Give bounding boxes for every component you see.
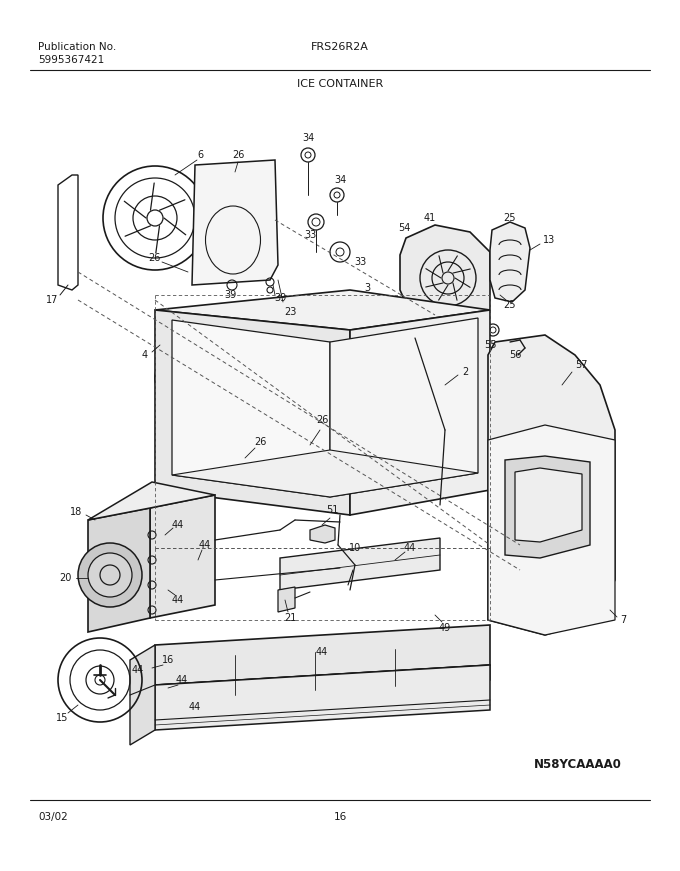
Text: 33: 33 (304, 230, 316, 240)
Text: 26: 26 (316, 415, 328, 425)
Text: 33: 33 (354, 257, 366, 267)
Text: N58YCAAAA0: N58YCAAAA0 (534, 758, 622, 771)
Text: 41: 41 (424, 213, 436, 223)
Polygon shape (155, 665, 490, 730)
Text: 34: 34 (302, 133, 314, 143)
Polygon shape (310, 525, 335, 543)
Text: 44: 44 (172, 520, 184, 530)
Text: 26: 26 (254, 437, 266, 447)
Text: 44: 44 (176, 675, 188, 685)
Text: 25: 25 (504, 300, 516, 310)
Text: 17: 17 (46, 295, 58, 305)
Text: 57: 57 (575, 360, 588, 370)
Text: 54: 54 (398, 223, 410, 233)
Text: 4: 4 (142, 350, 148, 360)
Text: 34: 34 (334, 175, 346, 185)
Polygon shape (350, 310, 490, 515)
Polygon shape (88, 508, 150, 632)
Text: 44: 44 (172, 595, 184, 605)
Text: 20: 20 (60, 573, 72, 583)
Text: 25: 25 (504, 213, 516, 223)
Text: 2: 2 (462, 367, 469, 377)
Polygon shape (280, 538, 440, 590)
Text: 26: 26 (148, 253, 160, 263)
Polygon shape (342, 548, 368, 566)
Text: 26: 26 (232, 150, 244, 160)
Polygon shape (155, 665, 490, 700)
Polygon shape (488, 335, 615, 635)
Polygon shape (172, 320, 330, 497)
Text: 03/02: 03/02 (38, 812, 68, 822)
Text: 23: 23 (284, 307, 296, 317)
Polygon shape (155, 310, 350, 515)
Text: 16: 16 (162, 655, 174, 665)
Text: 44: 44 (404, 543, 416, 553)
Text: 44: 44 (316, 647, 328, 657)
Text: 44: 44 (199, 540, 211, 550)
Text: 16: 16 (333, 812, 347, 822)
Text: ICE CONTAINER: ICE CONTAINER (297, 79, 383, 89)
Circle shape (78, 543, 142, 607)
Circle shape (88, 553, 132, 597)
Polygon shape (488, 425, 615, 635)
Polygon shape (155, 290, 490, 330)
Polygon shape (150, 495, 215, 618)
Polygon shape (490, 222, 530, 302)
Text: 39: 39 (274, 293, 286, 303)
Text: FRS26R2A: FRS26R2A (311, 42, 369, 52)
Polygon shape (172, 450, 478, 497)
Text: 51: 51 (326, 505, 338, 515)
Polygon shape (278, 587, 295, 612)
Text: 3: 3 (364, 283, 370, 293)
Polygon shape (88, 482, 215, 520)
Text: Publication No.: Publication No. (38, 42, 116, 52)
Polygon shape (505, 456, 590, 558)
Text: 7: 7 (620, 615, 626, 625)
Polygon shape (400, 225, 490, 325)
Text: 13: 13 (543, 235, 556, 245)
Polygon shape (155, 625, 490, 685)
Text: 5995367421: 5995367421 (38, 55, 104, 65)
Text: 55: 55 (483, 340, 496, 350)
Text: 44: 44 (132, 665, 144, 675)
Text: 18: 18 (70, 507, 82, 517)
Text: 15: 15 (56, 713, 68, 723)
Text: 56: 56 (509, 350, 521, 360)
Polygon shape (192, 160, 278, 285)
Text: 44: 44 (189, 702, 201, 712)
Polygon shape (515, 468, 582, 542)
Text: 39: 39 (224, 290, 236, 300)
Text: 21: 21 (284, 613, 296, 623)
Text: 6: 6 (197, 150, 203, 160)
Text: 10: 10 (349, 543, 361, 553)
Polygon shape (130, 645, 155, 745)
Text: 49: 49 (439, 623, 451, 633)
Polygon shape (330, 318, 478, 497)
